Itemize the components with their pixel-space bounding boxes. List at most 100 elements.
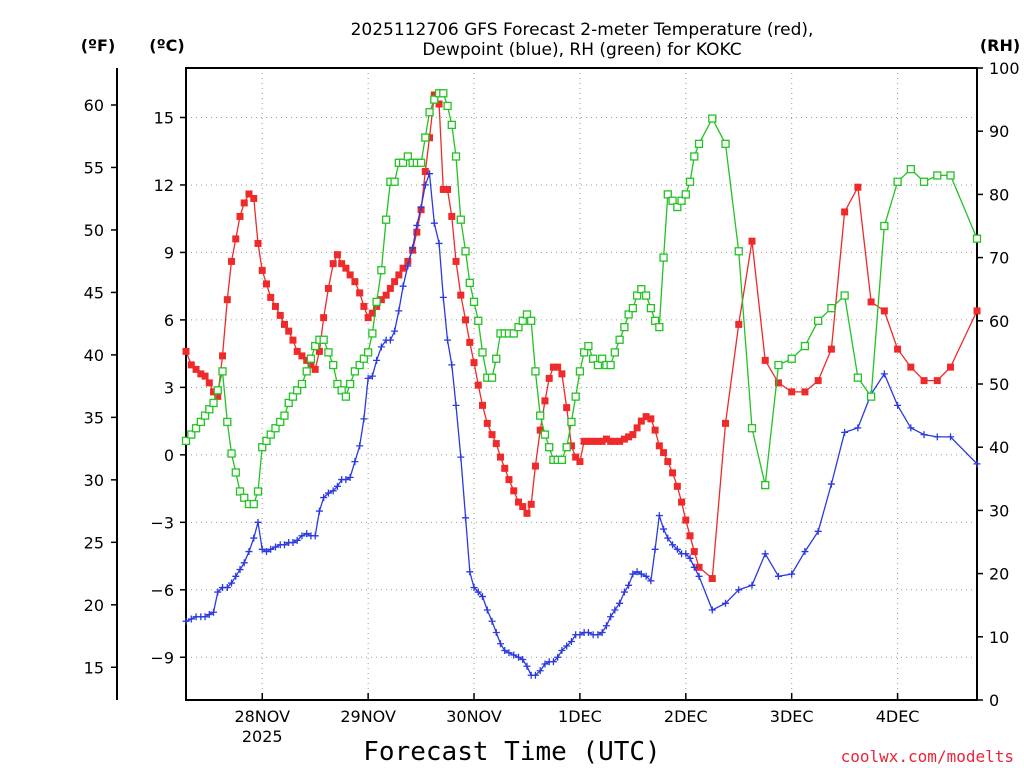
temperature-point (236, 212, 244, 220)
dewpoint-point (531, 671, 539, 679)
temperature-point (364, 314, 372, 322)
x-tick-label: 4DEC (876, 707, 920, 726)
temperature-point (289, 336, 297, 344)
temperature-point (245, 190, 253, 198)
dewpoint-point (262, 548, 270, 556)
temperature-point (735, 320, 743, 328)
rh-point (218, 367, 227, 376)
dewpoint-point (496, 640, 504, 648)
rh-point (610, 348, 620, 357)
rh-point (403, 152, 412, 161)
temperature-point (594, 437, 602, 445)
rh-tick-label: 90 (989, 122, 1009, 141)
rh-point (465, 278, 474, 288)
rh-point (646, 304, 656, 313)
dewpoint-point (554, 653, 562, 661)
rh-point (721, 139, 730, 148)
rh-point (800, 341, 810, 351)
temperature-point (187, 361, 195, 369)
dewpoint-point (448, 361, 456, 369)
dewpoint-point (682, 550, 690, 558)
temperature-point (602, 435, 610, 443)
temperature-point (258, 266, 266, 274)
rh-point (319, 335, 328, 344)
rh-point (276, 417, 285, 427)
temperature-point (854, 183, 862, 191)
rh-tick-label: 0 (989, 691, 999, 710)
temperature-point (761, 356, 769, 364)
rh-point (637, 285, 646, 294)
temperature-point (311, 365, 319, 373)
dewpoint-point (478, 593, 486, 601)
temperature-point (267, 293, 275, 301)
temperature-point (505, 476, 513, 484)
rh-point (350, 367, 360, 376)
rh-point (181, 436, 191, 446)
rh-tick-label: 60 (989, 312, 1009, 331)
rh-point (620, 322, 629, 332)
rh-point (840, 291, 849, 300)
temperature-point (399, 264, 407, 272)
temperature-point (470, 359, 478, 367)
dewpoint-point (483, 606, 491, 614)
dewpoint-point (223, 584, 231, 592)
dewpoint-point (933, 433, 941, 441)
temperature-point (228, 257, 236, 265)
dewpoint-point (642, 572, 650, 580)
dewpoint-point (523, 662, 531, 670)
rh-point (240, 493, 249, 502)
rh-point (747, 424, 757, 433)
temperature-point (841, 208, 849, 216)
rh-point (390, 177, 399, 186)
dewpoint-point (620, 588, 628, 596)
dewpoint-point (289, 539, 297, 547)
dewpoint-point (598, 629, 606, 637)
temperature-point (444, 185, 452, 193)
temperature-point (360, 302, 368, 310)
rh-point (443, 101, 452, 111)
rh-point (673, 202, 682, 212)
rh-point (933, 171, 942, 180)
rh-point (597, 354, 607, 363)
temperature-point (462, 316, 470, 324)
temperature-point (426, 134, 434, 142)
rh-point (205, 405, 214, 414)
dewpoint-point (232, 572, 240, 580)
rh-point (650, 316, 660, 325)
dewpoint-point (814, 527, 822, 535)
rh-point (231, 468, 240, 477)
x-tick-sublabel: 2025 (242, 727, 283, 746)
rh-point (527, 316, 536, 325)
rh-point (288, 392, 298, 401)
rh-point (227, 449, 236, 458)
rh-point (668, 196, 677, 205)
temperature-point (616, 437, 624, 445)
dewpoint-point (827, 480, 835, 488)
temperature-point (307, 361, 315, 369)
temperature-series (182, 91, 981, 583)
rh-point (708, 114, 717, 123)
celsius-tick-label: −6 (150, 581, 174, 600)
temperature-point (774, 379, 782, 387)
rh-point (421, 133, 430, 142)
temperature-point (651, 426, 659, 434)
rh-point (200, 411, 210, 420)
temperature-point (669, 469, 677, 477)
dewpoint-point (280, 541, 288, 549)
celsius-tick-label: −9 (150, 648, 174, 667)
temperature-point (356, 289, 364, 297)
temperature-point (382, 291, 390, 299)
dewpoint-point (356, 442, 364, 450)
dewpoint-point (563, 642, 571, 650)
rh-point (430, 95, 439, 104)
dewpoint-point (501, 647, 509, 655)
temperature-point (182, 347, 190, 355)
temperature-point (452, 257, 460, 265)
temperature-point (510, 487, 518, 495)
fahrenheit-tick-label: 20 (84, 596, 104, 615)
credit-text: coolwx.com/modelts (841, 747, 1014, 766)
temperature-point (611, 437, 619, 445)
rh-point (677, 196, 686, 205)
temperature-point (501, 464, 509, 472)
temperature-point (642, 413, 650, 421)
